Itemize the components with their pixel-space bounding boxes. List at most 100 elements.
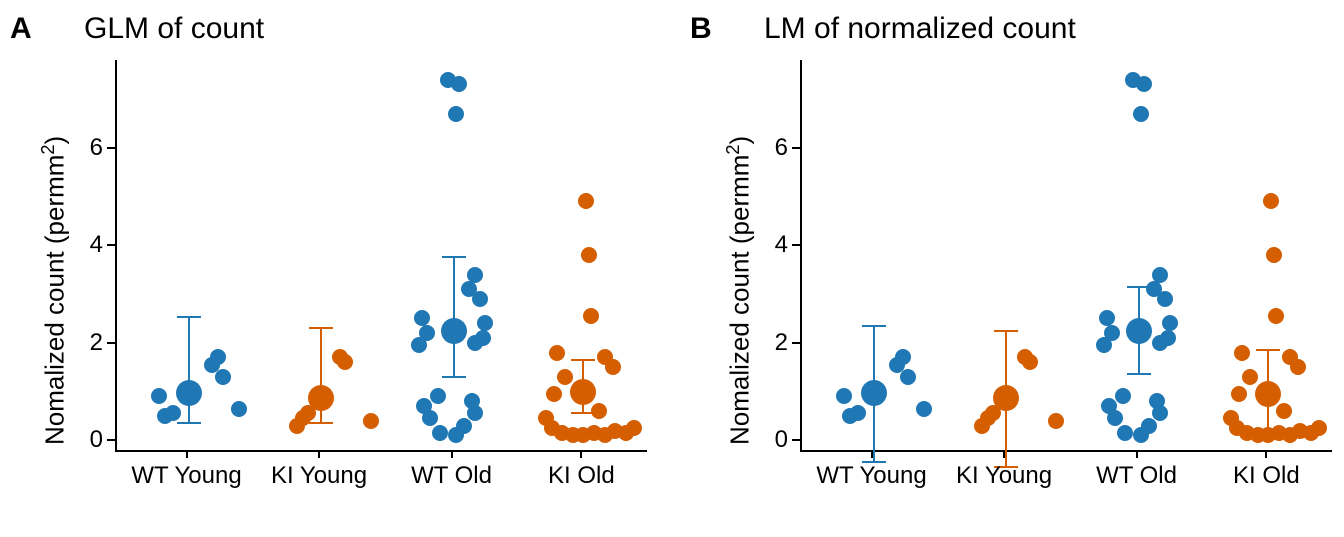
- data-point: [1157, 291, 1173, 307]
- data-point: [414, 310, 430, 326]
- y-tick-label: 0: [90, 426, 103, 454]
- x-tick-label: KI Old: [548, 462, 615, 490]
- data-point: [337, 354, 353, 370]
- data-point: [1152, 267, 1168, 283]
- data-point: [432, 425, 448, 441]
- panel-title: GLM of count: [84, 12, 264, 46]
- y-tick: [107, 439, 115, 441]
- plot-contents: [117, 60, 647, 450]
- x-tick-label: KI Young: [956, 462, 1052, 490]
- data-point: [626, 420, 642, 436]
- data-point: [1133, 106, 1149, 122]
- summary-point: [441, 318, 467, 344]
- error-cap: [309, 327, 333, 329]
- y-tick: [107, 244, 115, 246]
- y-tick-label: 0: [775, 426, 788, 454]
- y-tick-label: 4: [775, 231, 788, 259]
- error-cap: [994, 330, 1018, 332]
- data-point: [472, 291, 488, 307]
- data-point: [165, 405, 181, 421]
- x-tick: [186, 450, 188, 458]
- data-point: [363, 413, 379, 429]
- data-point: [546, 386, 562, 402]
- data-point: [1266, 247, 1282, 263]
- data-point: [578, 193, 594, 209]
- x-tick: [451, 450, 453, 458]
- x-tick-label: KI Young: [271, 462, 367, 490]
- x-tick: [1136, 450, 1138, 458]
- error-cap: [1256, 437, 1280, 439]
- error-cap: [1127, 373, 1151, 375]
- x-tick: [318, 450, 320, 458]
- error-cap: [862, 325, 886, 327]
- error-cap: [177, 422, 201, 424]
- y-tick: [792, 147, 800, 149]
- x-tick: [1003, 450, 1005, 458]
- summary-point: [308, 385, 334, 411]
- data-point: [895, 349, 911, 365]
- data-point: [557, 369, 573, 385]
- y-tick-label: 4: [90, 231, 103, 259]
- data-point: [430, 388, 446, 404]
- figure-root: A GLM of count Nomalized count (permm2) 0 2 4…: [0, 0, 1344, 537]
- data-point: [1231, 386, 1247, 402]
- data-point: [451, 76, 467, 92]
- error-cap: [442, 256, 466, 258]
- data-point: [1099, 310, 1115, 326]
- summary-point: [176, 380, 202, 406]
- data-point: [1268, 308, 1284, 324]
- data-point: [1162, 315, 1178, 331]
- data-point: [448, 106, 464, 122]
- x-tick-label: KI Old: [1233, 462, 1300, 490]
- error-cap: [1127, 286, 1151, 288]
- plot-area: [800, 60, 1332, 452]
- data-point: [1136, 76, 1152, 92]
- y-tick: [107, 147, 115, 149]
- data-point: [467, 267, 483, 283]
- error-cap: [442, 376, 466, 378]
- data-point: [1234, 345, 1250, 361]
- data-point: [1115, 388, 1131, 404]
- y-tick: [107, 342, 115, 344]
- y-axis-title: Nomalized count (permm2): [38, 136, 71, 445]
- data-point: [1276, 403, 1292, 419]
- data-point: [467, 335, 483, 351]
- summary-point: [993, 385, 1019, 411]
- data-point: [1242, 369, 1258, 385]
- x-tick: [871, 450, 873, 458]
- data-point: [231, 401, 247, 417]
- error-bar: [188, 317, 190, 423]
- panel-label: B: [690, 12, 712, 46]
- y-tick: [792, 439, 800, 441]
- summary-point: [570, 379, 596, 405]
- plot-area: [115, 60, 647, 452]
- y-tick-label: 2: [775, 329, 788, 357]
- x-tick-label: WT Old: [411, 462, 492, 490]
- x-tick-label: WT Young: [816, 462, 926, 490]
- data-point: [1263, 193, 1279, 209]
- error-cap: [309, 422, 333, 424]
- data-point: [1022, 354, 1038, 370]
- data-point: [900, 369, 916, 385]
- data-point: [1290, 359, 1306, 375]
- data-point: [836, 388, 852, 404]
- data-point: [1096, 337, 1112, 353]
- plot-contents: [802, 60, 1332, 450]
- x-tick-label: WT Young: [131, 462, 241, 490]
- data-point: [1107, 410, 1123, 426]
- error-cap: [571, 359, 595, 361]
- panel-title: LM of normalized count: [764, 12, 1076, 46]
- data-point: [448, 427, 464, 443]
- data-point: [1117, 425, 1133, 441]
- error-cap: [177, 316, 201, 318]
- x-tick: [580, 450, 582, 458]
- y-tick: [792, 342, 800, 344]
- data-point: [549, 345, 565, 361]
- data-point: [605, 359, 621, 375]
- panel-label: A: [10, 12, 32, 46]
- data-point: [581, 247, 597, 263]
- x-tick-label: WT Old: [1096, 462, 1177, 490]
- data-point: [591, 403, 607, 419]
- y-tick: [792, 244, 800, 246]
- data-point: [1048, 413, 1064, 429]
